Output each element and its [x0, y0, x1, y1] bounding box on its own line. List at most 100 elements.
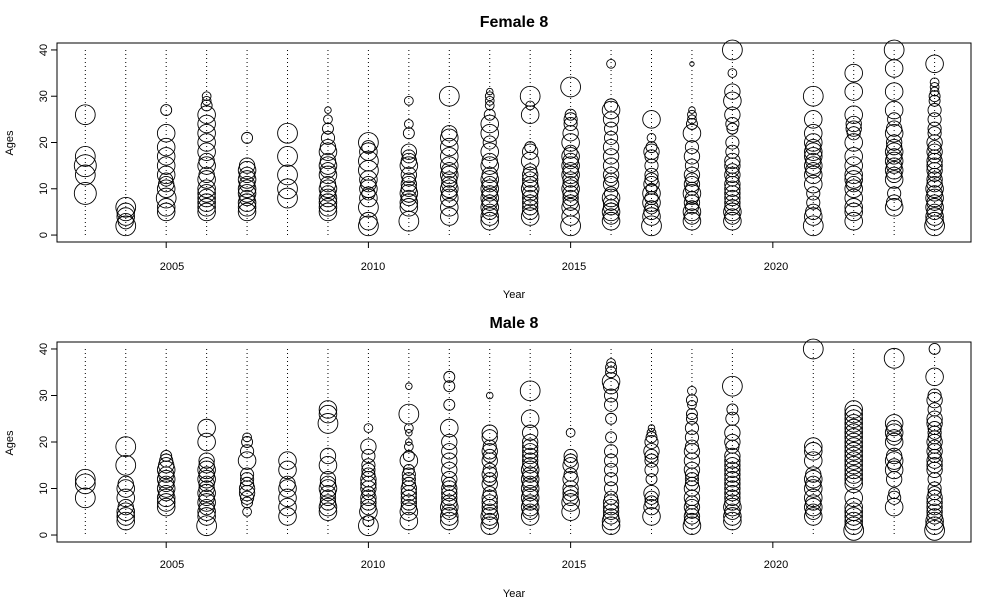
data-point: [74, 487, 96, 509]
data-point: [685, 408, 698, 421]
data-point: [726, 122, 739, 135]
data-point: [925, 511, 944, 531]
data-point: [358, 132, 379, 153]
data-point: [561, 133, 580, 152]
data-point: [844, 446, 863, 466]
data-point: [440, 137, 459, 157]
data-point: [318, 198, 338, 217]
data-point: [197, 179, 216, 199]
data-point: [523, 163, 538, 178]
data-point: [158, 457, 175, 474]
data-point: [197, 507, 216, 526]
data-point: [522, 166, 539, 184]
y-axis-label: Ages: [4, 130, 16, 156]
data-point: [481, 466, 498, 483]
data-point: [522, 194, 539, 211]
data-point: [197, 198, 216, 217]
data-point: [884, 100, 904, 120]
data-point: [684, 158, 699, 173]
data-point: [844, 133, 863, 152]
data-point: [319, 489, 337, 506]
data-point: [643, 176, 660, 193]
data-point: [484, 100, 495, 111]
data-point: [441, 433, 458, 451]
data-point: [278, 507, 297, 526]
data-point: [237, 161, 257, 180]
data-point: [844, 198, 863, 217]
data-point: [926, 508, 943, 525]
data-point: [804, 123, 823, 143]
y-axis: 0 10 20 30 40: [38, 343, 57, 538]
data-point: [561, 147, 580, 166]
data-point: [240, 444, 255, 459]
data-point: [480, 156, 499, 175]
data-point: [844, 156, 863, 175]
data-point: [723, 511, 742, 531]
data-point: [237, 202, 257, 222]
data-point: [197, 156, 216, 175]
data-point: [237, 170, 257, 189]
data-point: [844, 63, 863, 83]
data-point: [401, 467, 416, 482]
data-point: [688, 106, 696, 114]
data-point: [926, 503, 943, 520]
data-point: [647, 424, 656, 432]
data-point: [644, 149, 659, 164]
data-point: [845, 120, 862, 137]
data-point: [725, 144, 740, 159]
data-point: [884, 423, 904, 442]
data-point: [844, 409, 863, 428]
data-point: [197, 133, 216, 152]
data-point: [522, 199, 539, 216]
data-point: [645, 473, 658, 486]
data-point: [928, 94, 941, 107]
data-point: [563, 116, 578, 132]
data-point: [845, 115, 862, 133]
data-point: [643, 485, 660, 502]
data-point: [440, 418, 459, 438]
data-marks: [74, 338, 945, 541]
data-point: [844, 437, 863, 456]
data-point: [401, 476, 416, 491]
data-point: [73, 154, 97, 178]
data-point: [443, 380, 456, 393]
data-point: [480, 170, 499, 189]
data-point: [400, 143, 417, 160]
data-point: [724, 424, 741, 441]
data-point: [929, 82, 940, 92]
data-point: [804, 479, 823, 498]
data-point: [519, 380, 541, 402]
data-point: [724, 157, 741, 174]
data-point: [804, 507, 823, 526]
data-point: [929, 86, 940, 97]
data-point: [561, 493, 580, 512]
data-point: [604, 121, 619, 136]
data-point: [522, 433, 539, 451]
data-point: [522, 143, 539, 160]
data-point: [405, 382, 413, 390]
data-point: [601, 516, 621, 535]
data-point: [844, 423, 863, 442]
data-point: [402, 127, 415, 140]
data-point: [117, 498, 134, 516]
data-point: [561, 207, 580, 226]
data-point: [399, 451, 419, 470]
y-tick-label: 0: [38, 532, 50, 538]
data-point: [928, 90, 941, 103]
data-point: [886, 138, 903, 156]
data-point: [115, 196, 137, 218]
data-point: [802, 215, 824, 237]
data-point: [604, 490, 619, 505]
data-point: [400, 152, 417, 170]
data-point: [561, 198, 580, 217]
data-point: [683, 176, 701, 193]
y-tick-label: 20: [38, 136, 50, 148]
data-point: [926, 489, 943, 506]
data-point: [844, 400, 863, 419]
data-point: [197, 202, 216, 222]
data-point: [240, 476, 255, 491]
data-point: [884, 82, 904, 101]
data-point: [843, 520, 865, 541]
data-point: [484, 91, 495, 102]
data-point: [844, 165, 863, 185]
